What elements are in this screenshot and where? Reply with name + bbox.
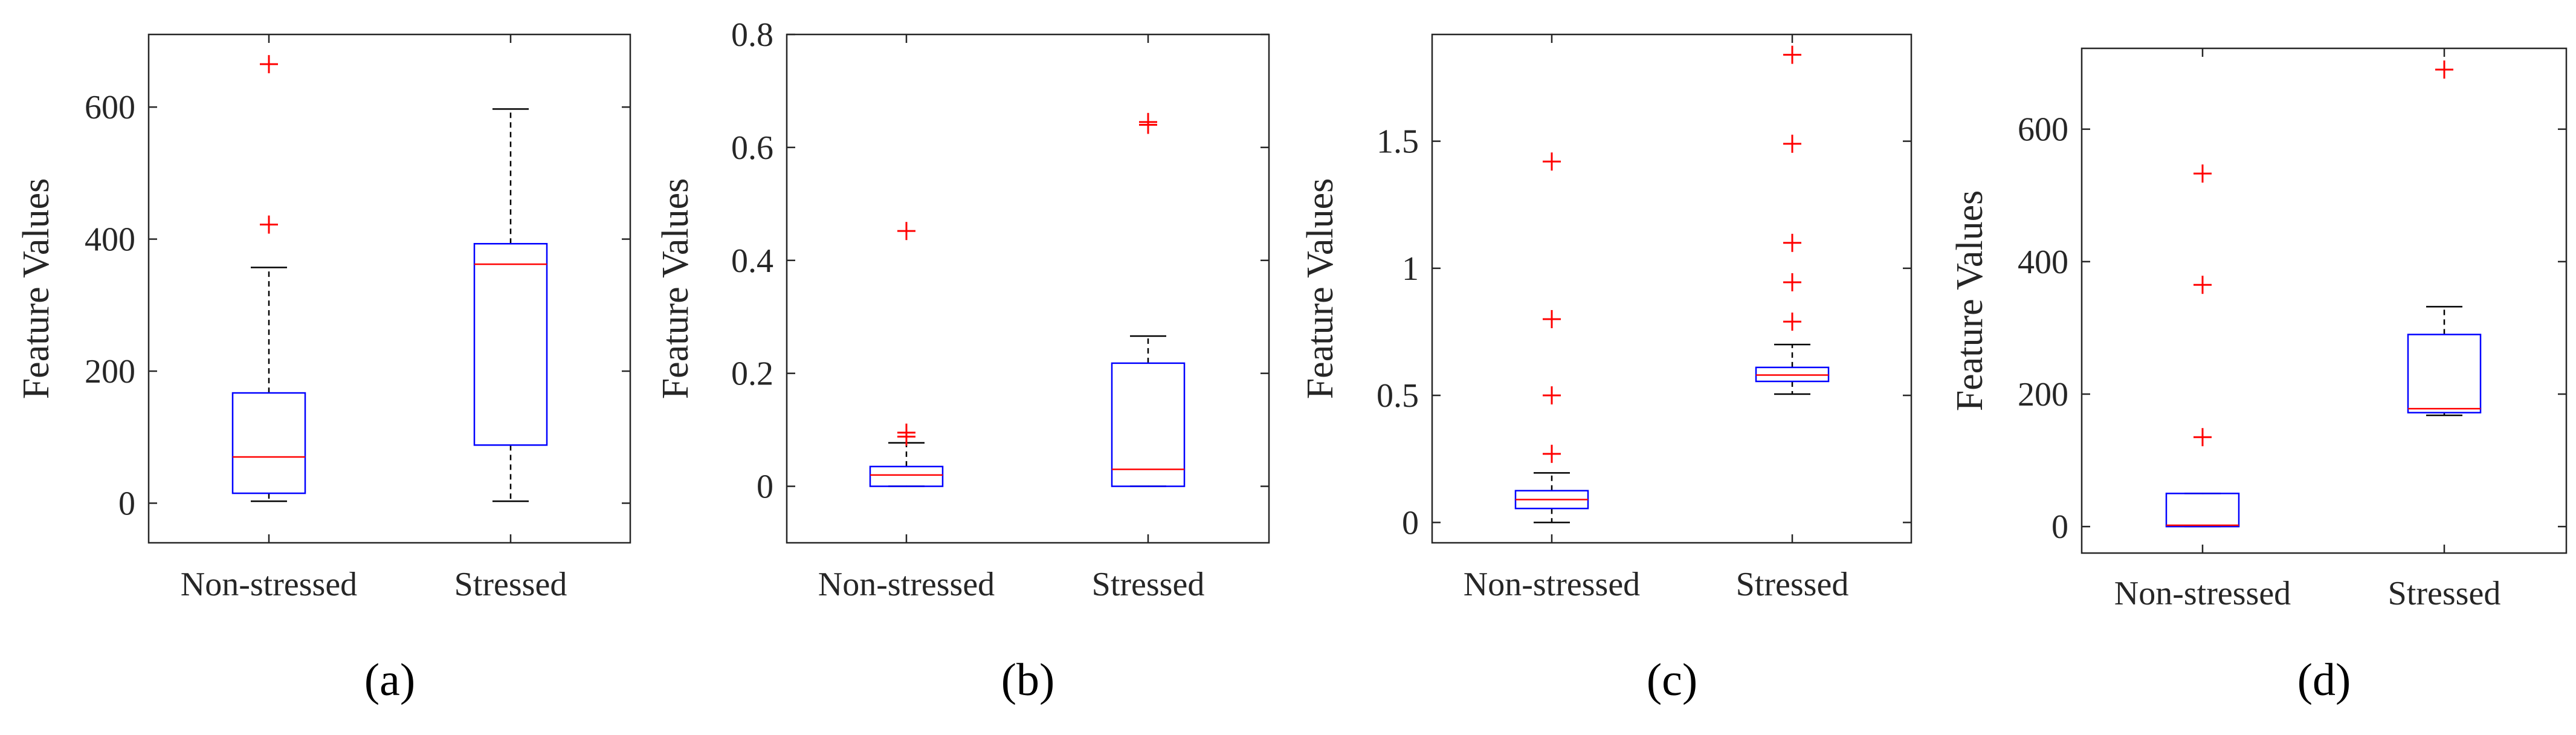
y-tick-label: 0.8	[731, 16, 773, 54]
outlier-marker	[1543, 152, 1561, 171]
x-category-label: Non-stressed	[818, 566, 995, 603]
outlier-marker	[1783, 233, 1801, 252]
outlier-marker	[1543, 444, 1561, 463]
outlier-marker	[1543, 309, 1561, 328]
y-tick-label: 600	[2018, 111, 2068, 149]
y-axis-label: Feature Values	[1300, 178, 1341, 400]
y-tick-label: 400	[2018, 244, 2068, 281]
box-non-stressed	[231, 55, 306, 502]
box-non-stressed	[869, 222, 944, 487]
panel-label: (c)	[1647, 655, 1697, 705]
y-axis-label: Feature Values	[16, 178, 57, 400]
y-axis-label: Feature Values	[655, 178, 696, 400]
outlier-marker	[1783, 45, 1801, 64]
outlier-marker	[260, 215, 278, 234]
outlier-marker	[2193, 164, 2212, 183]
panel-label: (d)	[2297, 655, 2351, 705]
panel-label: (b)	[1001, 655, 1055, 705]
box-iqr	[1111, 362, 1186, 487]
panel-label: (a)	[364, 655, 415, 705]
x-category-label: Non-stressed	[2114, 575, 2291, 612]
axes-frame	[2080, 47, 2568, 554]
outlier-marker	[897, 423, 915, 442]
box-stressed	[2407, 60, 2482, 416]
x-category-label: Non-stressed	[1464, 566, 1640, 603]
box-iqr	[2407, 334, 2482, 413]
y-tick-label: 0.2	[731, 355, 773, 393]
box-stressed	[1755, 45, 1830, 395]
boxplot-panel-a: 0 200 400 600 Feature Values Non-stressed Stre…	[16, 33, 631, 705]
box-non-stressed	[2165, 164, 2240, 528]
y-tick-label: 0	[1402, 504, 1419, 542]
x-category-label: Stressed	[2388, 575, 2501, 612]
outlier-marker	[2435, 60, 2453, 79]
box-iqr	[231, 392, 306, 494]
x-category-label: Stressed	[1736, 566, 1849, 603]
box-stressed	[1111, 112, 1186, 487]
y-tick-label: 0	[118, 485, 135, 522]
y-tick-label: 200	[2018, 376, 2068, 413]
x-category-label: Stressed	[454, 566, 567, 603]
y-tick-label: 0	[757, 468, 773, 506]
outlier-marker	[2193, 276, 2212, 294]
axes-frame	[786, 33, 1270, 544]
outlier-marker	[1139, 112, 1157, 131]
y-axis-label: Feature Values	[1949, 190, 1990, 412]
boxplot-panel-b: 0 0.2 0.4 0.6 0.8 Feature Values Non-stressed S…	[655, 16, 1270, 705]
x-category-label: Stressed	[1092, 566, 1205, 603]
y-tick-label: 1.5	[1377, 123, 1419, 161]
y-tick-label: 600	[85, 89, 135, 126]
box-iqr	[473, 242, 548, 446]
y-tick-label: 0.6	[731, 129, 773, 167]
y-tick-label: 0	[2051, 508, 2068, 546]
box-iqr	[2165, 493, 2240, 528]
y-tick-label: 0.4	[731, 242, 773, 280]
outlier-marker	[2193, 428, 2212, 447]
y-tick-label: 0.5	[1377, 377, 1419, 415]
box-iqr	[869, 465, 944, 487]
outlier-marker	[1783, 134, 1801, 153]
outlier-marker	[1783, 273, 1801, 291]
box-non-stressed	[1514, 152, 1589, 523]
y-tick-label: 1	[1402, 250, 1419, 288]
outlier-marker	[1783, 312, 1801, 331]
box-stressed	[473, 108, 548, 502]
outlier-marker	[1543, 386, 1561, 405]
boxplot-panel-c: 0 0.5 1 1.5 Feature Values Non-stressed Stress…	[1300, 33, 1913, 705]
boxplot-panel-d: 0 200 400 600 Feature Values Non-stressed Stre…	[1949, 47, 2568, 705]
axes-frame	[1431, 33, 1913, 544]
outlier-marker	[260, 55, 278, 74]
axes-frame	[147, 33, 631, 544]
y-tick-label: 400	[85, 221, 135, 259]
x-category-label: Non-stressed	[181, 566, 357, 603]
outlier-marker	[897, 222, 915, 241]
y-tick-label: 200	[85, 353, 135, 390]
